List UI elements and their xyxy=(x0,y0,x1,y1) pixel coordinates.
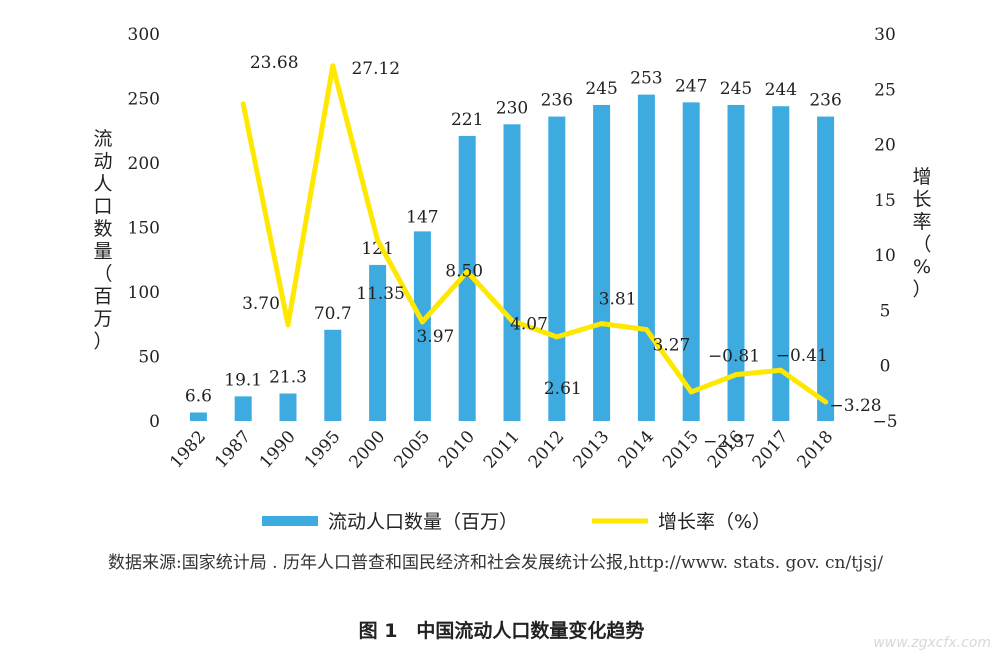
left-axis-tick: 100 xyxy=(128,283,160,303)
growth-rate-point xyxy=(733,372,739,378)
x-axis-tick: 1990 xyxy=(256,427,300,473)
line-data-label: 3.70 xyxy=(242,294,280,314)
bar xyxy=(727,104,745,421)
source-note: 数据来源:国家统计局 . 历年人口普查和国民经济和社会发展统计公报,http:/… xyxy=(108,553,884,573)
bar-data-label: 221 xyxy=(451,110,483,130)
legend-bar-swatch xyxy=(262,516,318,526)
chart-svg: 0 50 100 150 200 250 300 −5 0 5 10 15 20 25 30 流动人口数量（百… xyxy=(93,25,931,533)
bar-data-label: 245 xyxy=(720,79,752,99)
bar-data-label: 253 xyxy=(630,69,662,89)
bar-data-label: 70.7 xyxy=(314,304,352,324)
growth-rate-point xyxy=(778,367,784,373)
growth-rate-point xyxy=(823,399,829,405)
growth-rate-point xyxy=(419,319,425,325)
bar xyxy=(234,396,252,421)
bar-data-label: 230 xyxy=(496,98,528,118)
bar-data-label: 236 xyxy=(541,91,573,111)
line-data-label: 8.50 xyxy=(445,262,483,282)
right-axis-tick: 25 xyxy=(874,80,896,100)
line-data-label: 23.68 xyxy=(250,53,299,73)
bar-data-label: 245 xyxy=(585,79,617,99)
left-axis-tick: 300 xyxy=(128,25,160,45)
legend-bar-label: 流动人口数量（百万） xyxy=(328,511,518,533)
growth-rate-point xyxy=(330,63,336,69)
x-axis-tick: 2010 xyxy=(435,427,479,473)
line-data-label: 3.27 xyxy=(652,336,690,356)
line-data-label: 3.81 xyxy=(599,290,637,310)
growth-rate-point xyxy=(240,101,246,107)
left-axis-tick: 150 xyxy=(128,219,160,239)
x-axis-tick: 2014 xyxy=(614,427,658,473)
left-axis-tick: 50 xyxy=(138,348,160,368)
x-axis-tick: 1995 xyxy=(301,427,345,473)
right-axis-tick: 20 xyxy=(874,136,896,156)
line-data-label: −3.28 xyxy=(830,396,882,416)
bar-data-label: 247 xyxy=(675,76,707,96)
line-data-label: 2.61 xyxy=(544,379,582,399)
x-axis-tick: 2018 xyxy=(794,427,838,473)
bar xyxy=(458,135,476,421)
growth-rate-point xyxy=(375,237,381,243)
line-data-label: −0.41 xyxy=(776,346,828,366)
right-axis-tick: 5 xyxy=(880,301,891,321)
growth-rate-line xyxy=(240,63,829,405)
growth-rate-point xyxy=(285,322,291,328)
right-axis-title: 增长率（%） xyxy=(912,166,931,301)
growth-rate-point xyxy=(599,321,605,327)
bar xyxy=(817,116,835,421)
right-axis-tick: 0 xyxy=(880,357,891,377)
line-data-label: 3.97 xyxy=(416,327,454,347)
bar-data-label: 21.3 xyxy=(269,368,307,388)
bar xyxy=(593,104,611,421)
bar xyxy=(637,94,655,421)
bar xyxy=(324,329,342,421)
x-axis-tick: 1982 xyxy=(166,427,210,473)
bar xyxy=(682,102,700,422)
bar xyxy=(548,116,566,421)
x-axis-tick: 2013 xyxy=(570,427,614,473)
x-axis-tick: 2017 xyxy=(749,427,793,473)
growth-rate-point xyxy=(688,389,694,395)
line-data-label: 27.12 xyxy=(351,59,400,79)
bar-data-label: 236 xyxy=(809,91,841,111)
bar xyxy=(189,412,207,421)
bar-data-label: 244 xyxy=(765,80,797,100)
x-axis-tick: 2005 xyxy=(390,427,434,473)
growth-rate-point xyxy=(554,334,560,340)
growth-rate-point xyxy=(643,327,649,333)
right-axis-tick: 15 xyxy=(874,191,896,211)
watermark: www.zgxcfx.com xyxy=(873,635,991,651)
left-axis-tick: 250 xyxy=(128,90,160,110)
x-axis-tick: 2012 xyxy=(525,427,569,473)
left-axis-title: 流动人口数量（百万） xyxy=(93,128,112,353)
growth-rate-point xyxy=(509,318,515,324)
bar xyxy=(369,264,387,421)
legend-line-label: 增长率（%） xyxy=(658,511,771,533)
x-axis-tick: 1987 xyxy=(211,427,255,473)
figure-caption: 图 1 中国流动人口数量变化趋势 xyxy=(358,620,645,642)
x-axis-tick: 2000 xyxy=(346,427,390,473)
left-axis-tick: 200 xyxy=(128,154,160,174)
line-data-label: −0.81 xyxy=(708,347,760,367)
bar xyxy=(279,393,297,421)
x-axis-tick: 2015 xyxy=(659,427,703,473)
bar-data-label: 6.6 xyxy=(185,386,212,406)
line-data-label: −2.37 xyxy=(703,432,755,452)
bar xyxy=(503,124,521,422)
x-axis-tick: 2011 xyxy=(480,427,524,473)
right-axis-tick: 10 xyxy=(874,246,896,266)
right-axis-tick: −5 xyxy=(872,412,897,432)
left-axis-tick: 0 xyxy=(149,412,160,432)
line-data-label: 4.07 xyxy=(510,315,548,335)
growth-rate-point xyxy=(464,269,470,275)
bar-data-label: 19.1 xyxy=(224,370,262,390)
bar xyxy=(772,106,790,422)
bar xyxy=(413,231,431,421)
bar-data-label: 147 xyxy=(406,207,438,227)
line-data-label: 11.35 xyxy=(356,284,405,304)
right-axis-tick: 30 xyxy=(874,25,896,45)
